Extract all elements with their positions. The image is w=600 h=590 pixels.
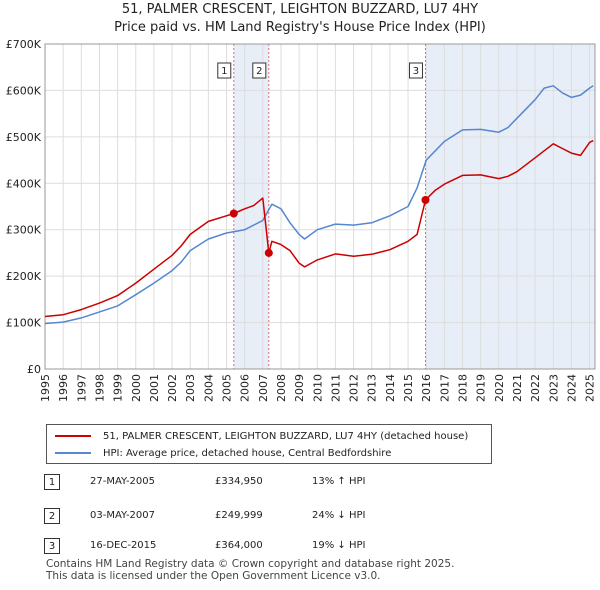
y-tick-label: £700K bbox=[6, 38, 42, 51]
sale-badge: 3 bbox=[44, 538, 60, 554]
footer: Contains HM Land Registry data © Crown c… bbox=[46, 558, 454, 582]
sale-price: £334,950 bbox=[215, 476, 263, 487]
legend-label-property: 51, PALMER CRESCENT, LEIGHTON BUZZARD, L… bbox=[103, 430, 469, 442]
sale-badge: 2 bbox=[44, 508, 60, 524]
x-tick-label: 2011 bbox=[329, 374, 342, 402]
sale-date: 16-DEC-2015 bbox=[90, 540, 157, 551]
sale-date: 03-MAY-2007 bbox=[90, 510, 156, 521]
legend-label-hpi: HPI: Average price, detached house, Cent… bbox=[103, 447, 392, 459]
legend-swatch-property bbox=[55, 435, 91, 437]
x-tick-label: 2001 bbox=[148, 374, 161, 402]
sale-row: 3 16-DEC-2015 £364,000 19% ↓ HPI bbox=[0, 534, 600, 558]
shaded-period bbox=[425, 44, 595, 369]
x-tick-label: 2020 bbox=[493, 374, 506, 402]
sale-row: 2 03-MAY-2007 £249,999 24% ↓ HPI bbox=[0, 504, 600, 528]
sale-hpi-change: 13% ↑ HPI bbox=[312, 476, 366, 487]
y-tick-label: £200K bbox=[6, 270, 42, 283]
x-tick-label: 2004 bbox=[202, 374, 215, 402]
y-tick-label: £100K bbox=[6, 317, 42, 330]
x-tick-label: 2008 bbox=[275, 374, 288, 402]
sale-number-box bbox=[252, 62, 267, 79]
sale-point bbox=[264, 248, 273, 257]
x-tick-label: 2009 bbox=[293, 374, 306, 402]
sale-number-label: 1 bbox=[221, 66, 227, 77]
series-line-hpi bbox=[44, 85, 594, 325]
x-tick-label: 2023 bbox=[547, 374, 560, 402]
legend-item-property: 51, PALMER CRESCENT, LEIGHTON BUZZARD, L… bbox=[55, 428, 468, 444]
plot-frame bbox=[44, 43, 596, 370]
x-tick-label: 2002 bbox=[166, 374, 179, 402]
chart-title: 51, PALMER CRESCENT, LEIGHTON BUZZARD, L… bbox=[121, 2, 479, 17]
x-tick-label: 1996 bbox=[57, 374, 70, 402]
price-chart: £0 £100K £200K £300K £400K £500K £600K £700K 199… bbox=[6, 38, 597, 402]
sale-row: 1 27-MAY-2005 £334,950 13% ↑ HPI bbox=[0, 470, 600, 494]
legend: 51, PALMER CRESCENT, LEIGHTON BUZZARD, L… bbox=[46, 424, 492, 464]
y-tick-label: £300K bbox=[6, 224, 42, 237]
sale-point bbox=[421, 196, 430, 204]
x-tick-label: 2005 bbox=[221, 374, 234, 402]
x-tick-label: 2007 bbox=[257, 374, 270, 402]
sale-hpi-change: 19% ↓ HPI bbox=[312, 540, 366, 551]
x-tick-label: 2006 bbox=[239, 374, 252, 402]
sale-number-label: 3 bbox=[413, 66, 419, 77]
x-tick-label: 2016 bbox=[420, 374, 433, 402]
sale-number-box bbox=[217, 62, 232, 79]
y-tick-label: £0 bbox=[27, 363, 41, 376]
x-tick-label: 2003 bbox=[184, 374, 197, 402]
chart-subtitle: Price paid vs. HM Land Registry's House … bbox=[114, 20, 486, 35]
footer-licence: This data is licensed under the Open Gov… bbox=[46, 570, 381, 582]
sale-hpi-change: 24% ↓ HPI bbox=[312, 510, 366, 521]
x-tick-label: 2013 bbox=[366, 374, 379, 402]
x-tick-label: 2014 bbox=[384, 374, 397, 402]
legend-item-hpi: HPI: Average price, detached house, Cent… bbox=[55, 445, 391, 461]
y-tick-label: £400K bbox=[6, 177, 42, 190]
x-tick-label: 2019 bbox=[475, 374, 488, 402]
legend-swatch-hpi bbox=[55, 452, 91, 454]
sale-number-label: 2 bbox=[256, 66, 262, 77]
x-tick-label: 1999 bbox=[112, 374, 125, 402]
x-tick-label: 1997 bbox=[75, 374, 88, 402]
sale-number-box bbox=[408, 62, 423, 79]
x-tick-label: 2015 bbox=[402, 374, 415, 402]
x-tick-label: 2024 bbox=[565, 374, 578, 402]
sale-badge: 1 bbox=[44, 474, 60, 490]
y-tick-label: £500K bbox=[6, 131, 42, 144]
x-tick-label: 1998 bbox=[93, 374, 106, 402]
x-tick-label: 2012 bbox=[348, 374, 361, 402]
x-tick-label: 2000 bbox=[130, 374, 143, 402]
sale-price: £249,999 bbox=[215, 510, 263, 521]
y-tick-label: £600K bbox=[6, 84, 42, 97]
series-line-property bbox=[44, 139, 594, 318]
sale-date: 27-MAY-2005 bbox=[90, 476, 156, 487]
x-tick-label: 2025 bbox=[584, 374, 597, 402]
footer-copyright: Contains HM Land Registry data © Crown c… bbox=[46, 558, 455, 570]
x-tick-label: 1995 bbox=[39, 374, 52, 402]
x-tick-label: 2017 bbox=[438, 374, 451, 402]
x-tick-label: 2021 bbox=[511, 374, 524, 402]
sale-price: £364,000 bbox=[215, 540, 263, 551]
x-tick-label: 2022 bbox=[529, 374, 542, 402]
x-tick-label: 2018 bbox=[456, 374, 469, 402]
sale-point bbox=[229, 209, 238, 218]
x-tick-label: 2010 bbox=[311, 374, 324, 402]
